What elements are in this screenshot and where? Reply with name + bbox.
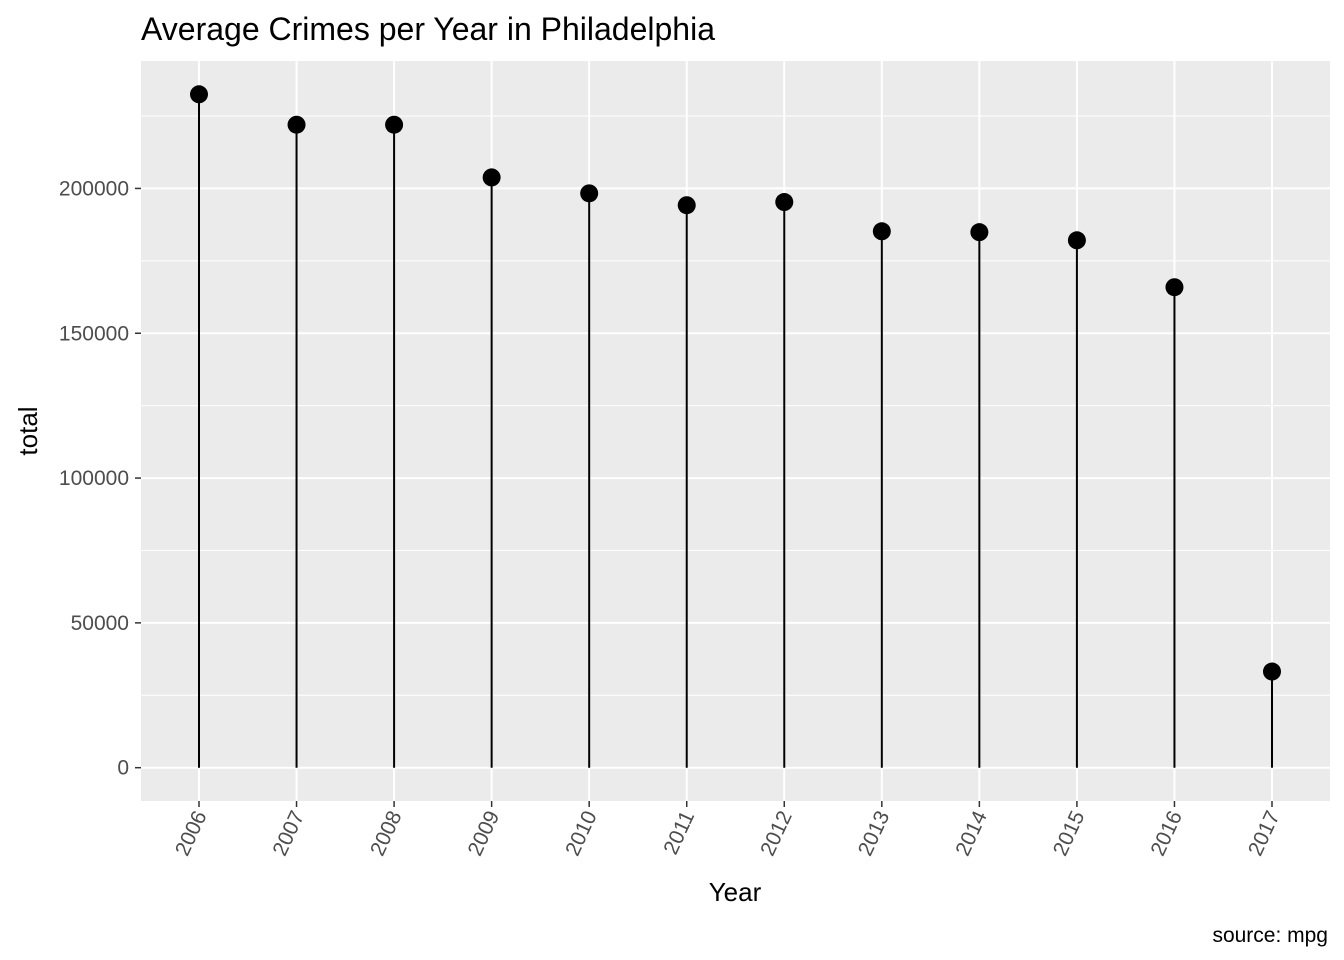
x-tick-label: 2011 <box>659 807 699 858</box>
y-tick-label: 0 <box>117 757 129 780</box>
y-axis: 0 50000 100000 150000 200000 <box>59 177 141 780</box>
lollipop-point <box>482 168 501 187</box>
x-tick-label: 2008 <box>366 807 407 859</box>
x-tick-label: 2007 <box>268 807 309 859</box>
y-tick-label: 200000 <box>59 177 129 200</box>
caption: source: mpg <box>1212 924 1328 947</box>
lollipop-point <box>1067 231 1086 250</box>
lollipop-point <box>287 115 306 134</box>
x-tick-label: 2014 <box>951 807 992 859</box>
lollipop-point <box>970 223 989 242</box>
chart-title: Average Crimes per Year in Philadelphia <box>141 11 715 47</box>
x-axis: 2006 2007 2008 2009 2010 2011 2012 2013 2014 2015… <box>171 801 1285 859</box>
lollipop-point <box>190 85 208 104</box>
x-axis-title: Year <box>709 877 762 907</box>
lollipop-point <box>677 196 696 215</box>
y-axis-title: total <box>13 406 43 455</box>
lollipop-point <box>775 193 794 212</box>
lollipop-point <box>580 184 599 203</box>
lollipop-point <box>385 115 404 134</box>
plot-panel <box>141 61 1330 801</box>
lollipop-point <box>1165 278 1184 297</box>
y-tick-label: 50000 <box>71 612 129 635</box>
x-tick-label: 2009 <box>464 807 505 859</box>
y-tick-label: 150000 <box>59 322 129 345</box>
x-tick-label: 2016 <box>1146 807 1187 859</box>
x-tick-label: 2006 <box>171 807 212 859</box>
lollipop-points <box>190 85 1281 681</box>
lollipop-point <box>872 222 891 241</box>
x-tick-label: 2017 <box>1244 807 1285 859</box>
x-tick-label: 2015 <box>1049 807 1090 859</box>
lollipop-point <box>1263 662 1281 681</box>
x-tick-label: 2010 <box>561 807 602 859</box>
x-tick-label: 2012 <box>756 807 797 859</box>
x-tick-label: 2013 <box>854 807 895 859</box>
lollipop-stems <box>198 94 1273 768</box>
y-tick-label: 100000 <box>59 467 129 490</box>
